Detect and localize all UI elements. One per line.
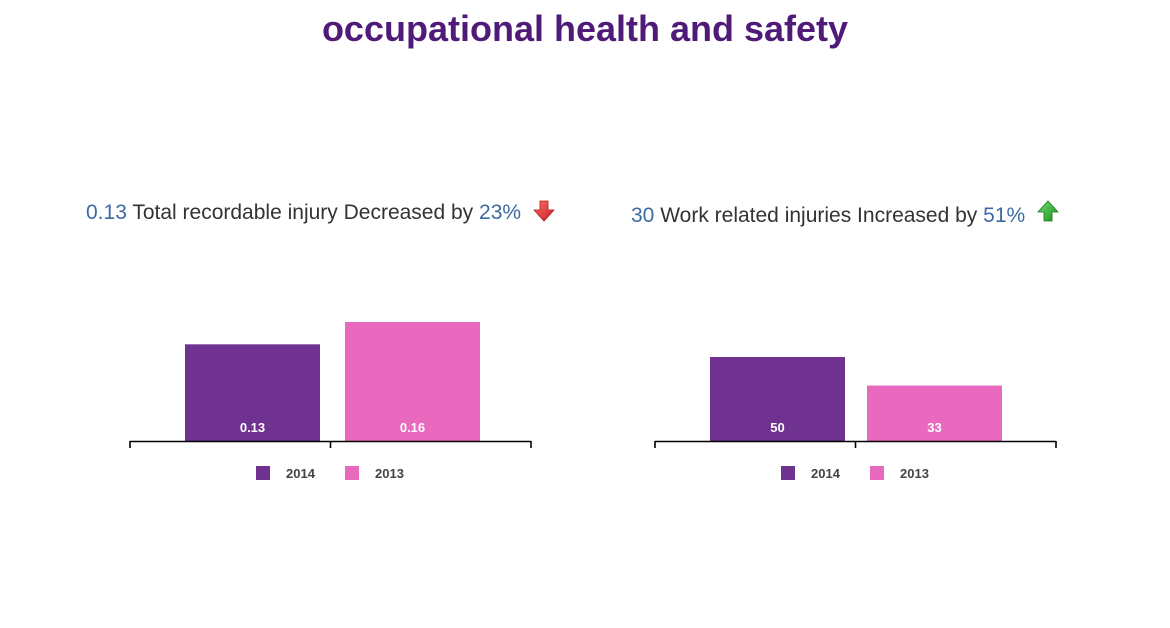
chart-total-recordable-injury: 0.13 0.16 2014 2013 xyxy=(129,322,532,481)
legend-label-2013: 2013 xyxy=(375,466,404,481)
legend-label-2014: 2014 xyxy=(286,466,316,481)
bar-2013 xyxy=(867,385,1002,441)
bar-data-label: 50 xyxy=(770,420,784,435)
headline-work-related-injuries: 30 Work related injuries Increased by 51… xyxy=(631,200,1059,228)
headline-total-recordable-injury: 0.13 Total recordable injury Decreased b… xyxy=(86,200,555,225)
legend-swatch-2013 xyxy=(870,466,884,480)
headline-change: 23% xyxy=(479,201,522,224)
arrow-down-icon xyxy=(533,200,555,222)
legend-swatch-2014 xyxy=(256,466,270,480)
legend-label-2014: 2014 xyxy=(811,466,841,481)
headline-text: Work related injuries Increased by xyxy=(660,204,978,227)
headline-value: 0.13 xyxy=(86,201,127,224)
bar-2014 xyxy=(185,344,320,441)
headline-change: 51% xyxy=(983,204,1026,227)
legend-label-2013: 2013 xyxy=(900,466,929,481)
page-title: occupational health and safety xyxy=(321,8,849,49)
bar-2013 xyxy=(345,322,480,441)
headline-text: Total recordable injury Decreased by xyxy=(132,201,474,224)
headline-value: 30 xyxy=(631,204,655,227)
bar-data-label: 0.13 xyxy=(240,420,265,435)
bar-2014 xyxy=(710,357,845,441)
legend-swatch-2013 xyxy=(345,466,359,480)
bar-data-label: 33 xyxy=(927,420,941,435)
bar-data-label: 0.16 xyxy=(400,420,425,435)
chart-work-related-injuries: 50 33 2014 2013 xyxy=(654,357,1057,481)
legend-swatch-2014 xyxy=(781,466,795,480)
arrow-up-icon xyxy=(1037,200,1059,222)
